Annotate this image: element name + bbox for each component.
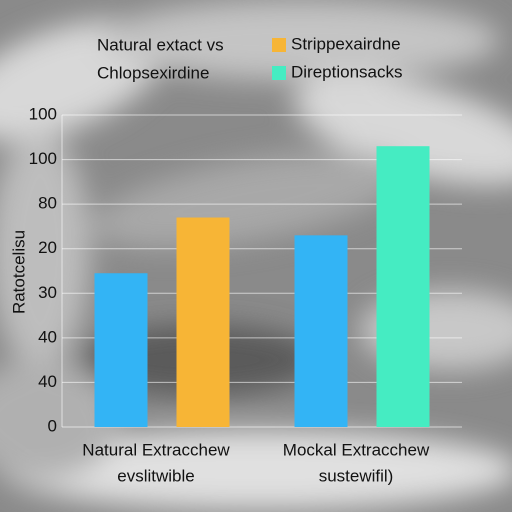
y-tick-label: 100 xyxy=(29,149,57,168)
legend-swatch xyxy=(272,66,286,80)
bar xyxy=(376,146,430,427)
y-tick-label: 0 xyxy=(48,416,57,435)
y-tick-label: 40 xyxy=(38,372,57,391)
y-tick-label: 30 xyxy=(38,283,57,302)
chart-title: Chlopsexirdine xyxy=(97,63,209,82)
x-tick-label: Natural Extracchew xyxy=(82,440,230,459)
legend-label: Strippexairdne xyxy=(291,34,401,53)
x-tick-label: evslitwible xyxy=(117,466,194,485)
y-tick-label: 40 xyxy=(38,327,57,346)
legend-label: Direptionsacks xyxy=(291,62,403,81)
y-tick-label: 80 xyxy=(38,194,57,213)
x-tick-label: Mockal Extracchew xyxy=(283,440,430,459)
bar xyxy=(94,273,148,427)
y-tick-label: 100 xyxy=(29,104,57,123)
bar xyxy=(294,235,348,427)
chart-title: Natural extact vs xyxy=(97,35,224,54)
y-tick-label: 20 xyxy=(38,238,57,257)
y-axis-label: Ratotcelisu xyxy=(9,230,28,314)
x-tick-label: sustewifil) xyxy=(319,466,394,485)
bar xyxy=(176,217,230,427)
legend-swatch xyxy=(272,38,286,52)
